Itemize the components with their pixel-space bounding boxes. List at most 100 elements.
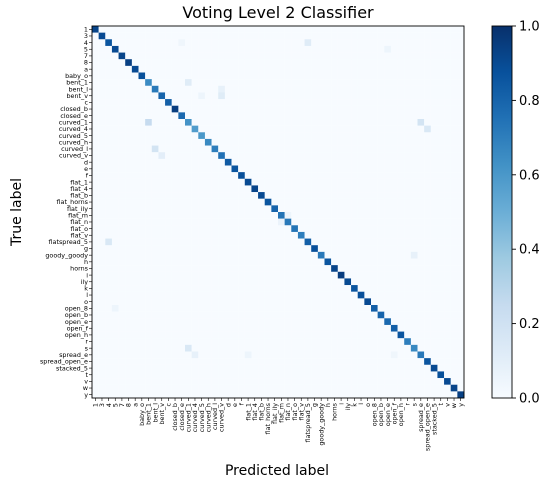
- matrix-cell: [244, 145, 252, 153]
- matrix-cell: [417, 351, 425, 359]
- matrix-cell: [92, 138, 99, 146]
- matrix-cell: [165, 178, 172, 186]
- matrix-cell: [450, 305, 458, 312]
- matrix-cell: [331, 132, 338, 140]
- matrix-cell: [324, 72, 332, 80]
- x-tick-label: ily: [344, 403, 352, 411]
- matrix-cell: [390, 32, 398, 40]
- matrix-cell: [211, 212, 219, 219]
- matrix-cell: [158, 238, 166, 246]
- matrix-cell: [224, 185, 232, 193]
- matrix-cell: [165, 125, 172, 133]
- matrix-cell: [384, 85, 392, 93]
- matrix-cell: [258, 105, 265, 113]
- matrix-cell: [337, 165, 345, 173]
- matrix-cell: [304, 391, 312, 399]
- matrix-cell: [231, 192, 239, 199]
- matrix-cell: [304, 45, 312, 53]
- matrix-cell: [125, 65, 133, 73]
- matrix-cell: [238, 285, 245, 292]
- matrix-cell: [158, 165, 166, 173]
- matrix-cell: [158, 364, 166, 372]
- matrix-cell: [211, 205, 219, 213]
- matrix-cell: [125, 112, 133, 120]
- matrix-cell: [331, 265, 338, 272]
- matrix-cell: [145, 212, 152, 219]
- matrix-cell: [145, 138, 152, 146]
- matrix-cell: [211, 331, 219, 339]
- matrix-cell: [251, 318, 259, 326]
- matrix-cell: [357, 172, 365, 179]
- matrix-cell: [224, 45, 232, 53]
- matrix-cell: [204, 225, 212, 233]
- matrix-cell: [397, 225, 405, 233]
- y-tick-label: spread_e: [59, 351, 88, 359]
- matrix-cell: [158, 172, 166, 179]
- y-tick-label: 7: [84, 52, 88, 60]
- matrix-cell: [238, 384, 245, 392]
- matrix-cell: [218, 338, 226, 346]
- matrix-cell: [278, 285, 285, 292]
- matrix-cell: [357, 311, 365, 319]
- matrix-cell: [344, 231, 352, 239]
- matrix-cell: [111, 32, 119, 40]
- matrix-cell: [351, 331, 358, 339]
- matrix-cell: [258, 72, 265, 80]
- matrix-cell: [291, 351, 299, 359]
- matrix-cell: [390, 291, 398, 299]
- matrix-cell: [191, 26, 199, 33]
- matrix-cell: [165, 132, 172, 140]
- matrix-cell: [218, 231, 226, 239]
- matrix-cell: [297, 251, 305, 259]
- matrix-cell: [397, 32, 405, 40]
- matrix-cell: [384, 79, 392, 86]
- matrix-cell: [198, 198, 206, 206]
- matrix-cell: [258, 212, 265, 219]
- matrix-cell: [98, 384, 106, 392]
- matrix-cell: [151, 39, 159, 47]
- matrix-cell: [351, 45, 358, 53]
- matrix-cell: [390, 26, 398, 33]
- matrix-cell: [238, 218, 245, 226]
- matrix-cell: [404, 125, 412, 133]
- matrix-cell: [324, 331, 332, 339]
- matrix-cell: [331, 298, 338, 306]
- matrix-cell: [304, 245, 312, 253]
- matrix-cell: [105, 371, 113, 379]
- matrix-cell: [371, 165, 378, 173]
- matrix-cell: [238, 79, 245, 86]
- matrix-cell: [178, 125, 186, 133]
- matrix-cell: [131, 344, 139, 352]
- matrix-cell: [231, 251, 239, 259]
- matrix-cell: [357, 52, 365, 60]
- matrix-cell: [284, 265, 292, 272]
- matrix-cell: [231, 384, 239, 392]
- matrix-cell: [231, 218, 239, 226]
- y-tick-label: flatspread_5: [49, 238, 89, 246]
- matrix-cell: [171, 32, 179, 40]
- matrix-cell: [404, 138, 412, 146]
- matrix-cell: [457, 132, 465, 140]
- matrix-cell: [324, 291, 332, 299]
- matrix-cell: [264, 132, 272, 140]
- matrix-cell: [171, 291, 179, 299]
- matrix-cell: [111, 172, 119, 179]
- matrix-cell: [138, 225, 146, 233]
- matrix-cell: [251, 358, 259, 365]
- matrix-cell: [424, 185, 431, 193]
- matrix-cell: [331, 384, 338, 392]
- matrix-cell: [450, 298, 458, 306]
- matrix-cell: [244, 298, 252, 306]
- matrix-cell: [178, 205, 186, 213]
- matrix-cell: [224, 285, 232, 292]
- matrix-cell: [417, 112, 425, 120]
- matrix-cell: [357, 318, 365, 326]
- matrix-cell: [291, 72, 299, 80]
- x-tick-label: curved_5: [198, 403, 206, 432]
- matrix-cell: [165, 65, 172, 73]
- matrix-cell: [92, 59, 99, 67]
- matrix-cell: [218, 152, 226, 160]
- matrix-cell: [191, 391, 199, 399]
- matrix-cell: [165, 351, 172, 359]
- matrix-cell: [264, 112, 272, 120]
